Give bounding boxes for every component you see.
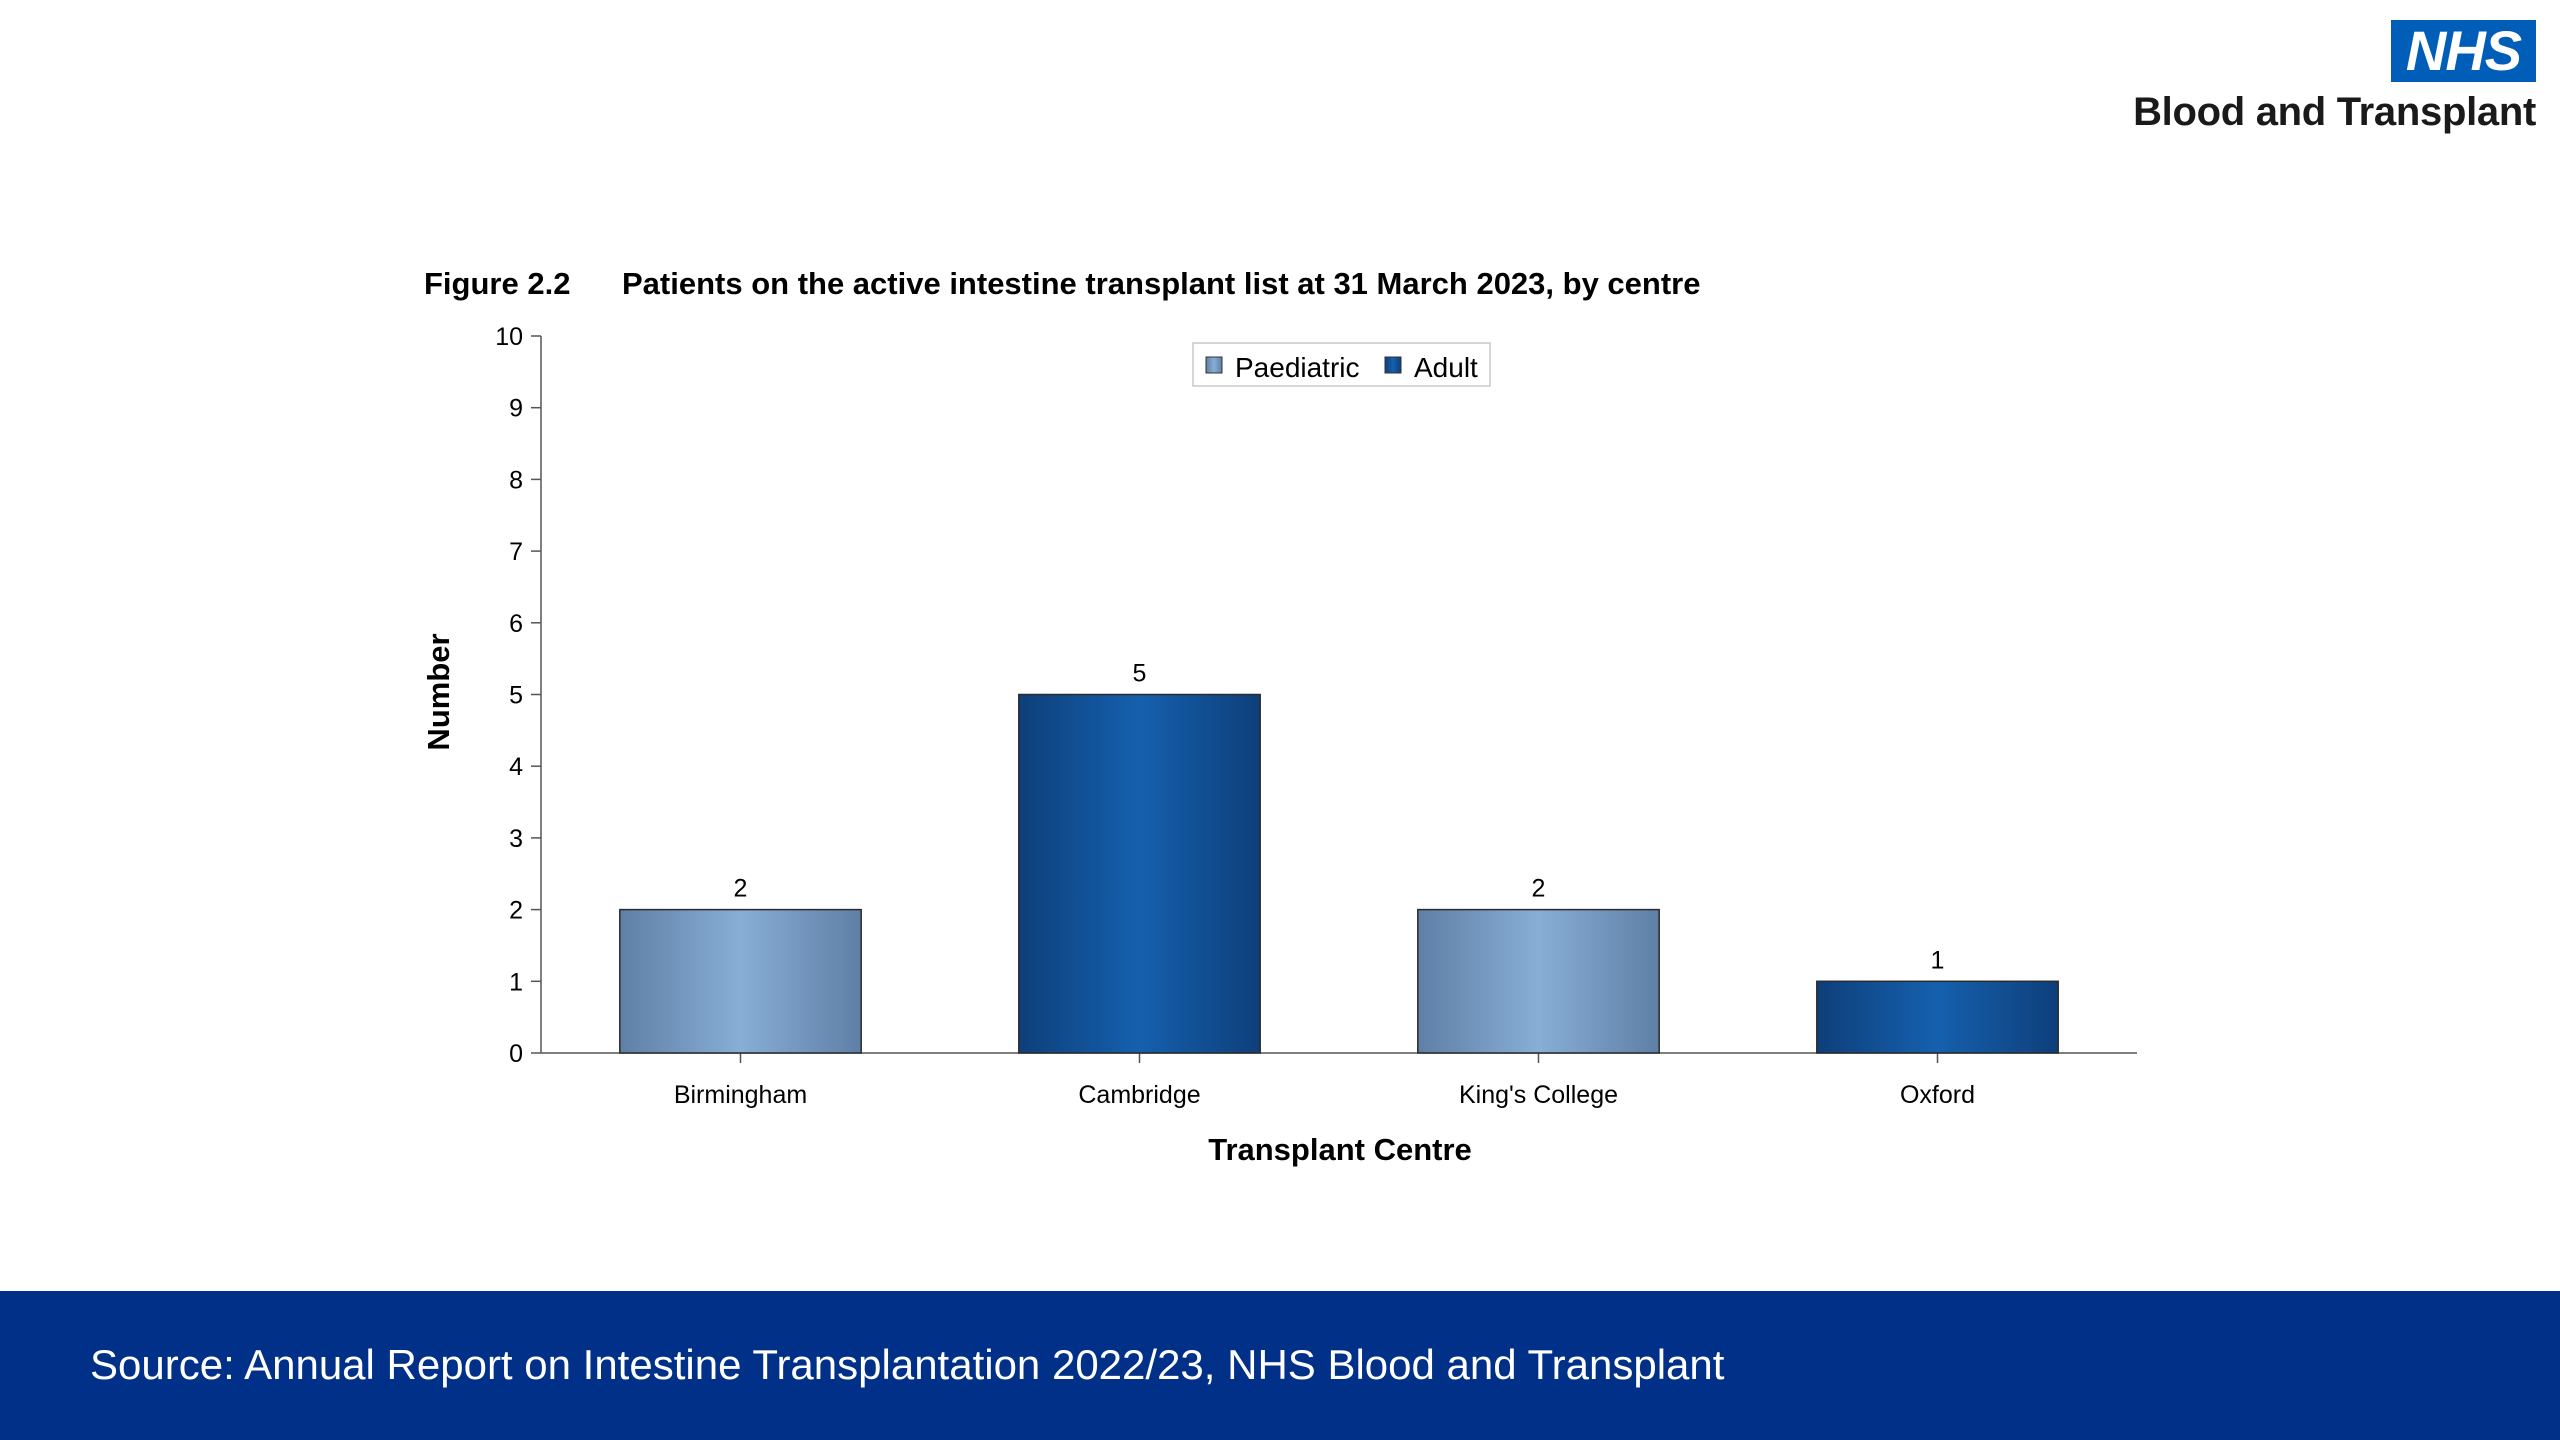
y-tick-label: 7 — [509, 538, 523, 566]
bar-oxford — [1816, 980, 2059, 1054]
brand-name: Blood and Transplant — [2133, 90, 2536, 134]
data-label: 1 — [1931, 946, 1945, 974]
x-axis: Birmingham Cambridge King's College Oxford — [541, 1052, 2137, 1109]
figure-title: Patients on the active intestine transpl… — [622, 266, 1700, 301]
y-tick-label: 0 — [509, 1040, 523, 1068]
x-tick-label: Birmingham — [674, 1081, 807, 1109]
source-footer: Source: Annual Report on Intestine Trans… — [0, 1291, 2560, 1440]
bar-chart: Figure 2.2 Patients on the active intest… — [421, 266, 2137, 1167]
y-tick-label: 9 — [509, 395, 523, 423]
bars: 2 5 2 1 — [619, 660, 2059, 1054]
legend: Paediatric Adult — [1192, 342, 1491, 387]
y-tick-label: 4 — [509, 753, 523, 781]
legend-box — [1192, 342, 1491, 387]
y-tick-label: 5 — [509, 682, 523, 710]
bar-birmingham — [619, 908, 862, 1054]
y-axis: 0 1 2 3 4 5 6 7 8 9 10 — [495, 323, 542, 1068]
figure-number: Figure 2.2 — [424, 266, 570, 301]
x-axis-label: Transplant Centre — [1208, 1132, 1472, 1167]
y-tick-label: 3 — [509, 825, 523, 853]
data-label: 2 — [1532, 875, 1546, 903]
data-label: 2 — [734, 875, 748, 903]
nhsbt-logo: NHS Blood and Transplant — [2116, 20, 2536, 140]
bar-cambridge — [1018, 693, 1261, 1054]
legend-label-paediatric: Paediatric — [1235, 352, 1360, 383]
legend-label-adult: Adult — [1414, 352, 1478, 383]
y-tick-label: 2 — [509, 897, 523, 925]
legend-swatch-adult — [1384, 356, 1402, 374]
x-tick-label: Cambridge — [1078, 1081, 1200, 1109]
source-text: Source: Annual Report on Intestine Trans… — [90, 1341, 1725, 1388]
legend-swatch-paediatric — [1205, 356, 1223, 374]
y-tick-label: 10 — [495, 323, 523, 351]
nhs-logo-mark: NHS — [2391, 20, 2536, 82]
y-tick-label: 8 — [509, 466, 523, 494]
bar-king-s-college — [1417, 908, 1660, 1054]
y-axis-label: Number — [421, 633, 456, 750]
y-tick-label: 1 — [509, 968, 523, 996]
x-tick-label: Oxford — [1900, 1081, 1975, 1109]
data-label: 5 — [1133, 660, 1147, 688]
x-tick-label: King's College — [1459, 1081, 1618, 1109]
y-tick-label: 6 — [509, 610, 523, 638]
